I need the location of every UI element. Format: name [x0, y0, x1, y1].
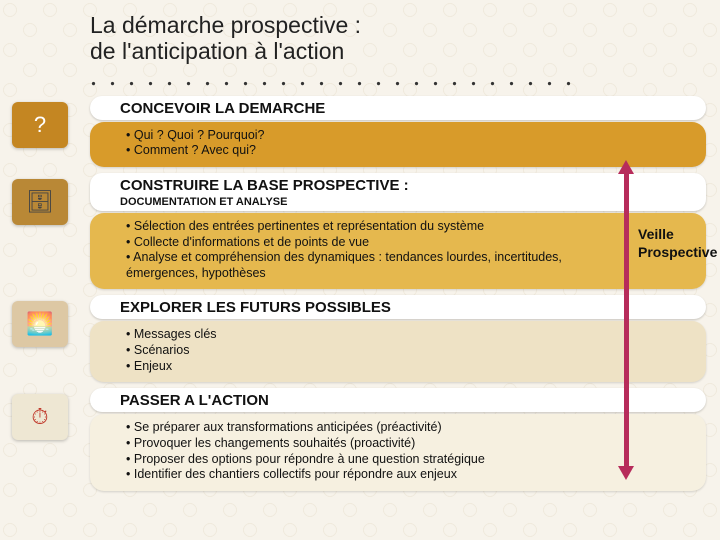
step-heading: PASSER A L'ACTION	[90, 388, 706, 412]
side-label-line: Prospective	[638, 244, 716, 262]
horizon-icon: 🌅	[12, 301, 68, 347]
bullet: Qui ? Quoi ? Pourquoi?	[126, 128, 606, 144]
step-body: Qui ? Quoi ? Pourquoi? Comment ? Avec qu…	[90, 122, 706, 167]
arrow-down-icon	[618, 466, 634, 480]
title-line-2: de l'anticipation à l'action	[90, 38, 706, 64]
bullet: Enjeux	[126, 359, 694, 375]
step-body: Messages clés Scénarios Enjeux	[90, 321, 706, 382]
bullet: Proposer des options pour répondre à une…	[126, 452, 694, 468]
bullet: Sélection des entrées pertinentes et rep…	[126, 219, 606, 235]
step-action: ⏱ PASSER A L'ACTION Se préparer aux tran…	[90, 388, 706, 491]
step-body: Sélection des entrées pertinentes et rep…	[90, 213, 706, 290]
question-icon: ?	[12, 102, 68, 148]
act-now-icon: ⏱	[12, 394, 68, 440]
step-heading: CONSTRUIRE LA BASE PROSPECTIVE : DOCUMEN…	[90, 173, 706, 211]
double-arrow	[620, 160, 634, 480]
step-body: Se préparer aux transformations anticipé…	[90, 414, 706, 491]
title-line-1: La démarche prospective :	[90, 12, 706, 38]
bullet: Provoquer les changements souhaités (pro…	[126, 436, 694, 452]
page-title: La démarche prospective : de l'anticipat…	[90, 12, 706, 65]
bullet: Analyse et compréhension des dynamiques …	[126, 250, 606, 281]
archive-icon: 🗄	[12, 179, 68, 225]
dot-divider: ..........................	[90, 69, 706, 86]
side-label-line: Veille	[638, 226, 716, 244]
step-heading: EXPLORER LES FUTURS POSSIBLES	[90, 295, 706, 319]
bullet: Identifier des chantiers collectifs pour…	[126, 467, 694, 483]
page: La démarche prospective : de l'anticipat…	[0, 0, 720, 507]
step-subheading: DOCUMENTATION ET ANALYSE	[120, 194, 692, 208]
step-heading: CONCEVOIR LA DEMARCHE	[90, 96, 706, 120]
bullet: Comment ? Avec qui?	[126, 143, 606, 159]
arrow-shaft	[624, 172, 629, 468]
step-construire: 🗄 CONSTRUIRE LA BASE PROSPECTIVE : DOCUM…	[90, 173, 706, 290]
bullet: Scénarios	[126, 343, 694, 359]
step-concevoir: ? CONCEVOIR LA DEMARCHE Qui ? Quoi ? Pou…	[90, 96, 706, 167]
bullet: Se préparer aux transformations anticipé…	[126, 420, 694, 436]
bullet: Collecte d'informations et de points de …	[126, 235, 606, 251]
side-label: Veille Prospective	[638, 226, 716, 261]
step-explorer: 🌅 EXPLORER LES FUTURS POSSIBLES Messages…	[90, 295, 706, 382]
bullet: Messages clés	[126, 327, 694, 343]
